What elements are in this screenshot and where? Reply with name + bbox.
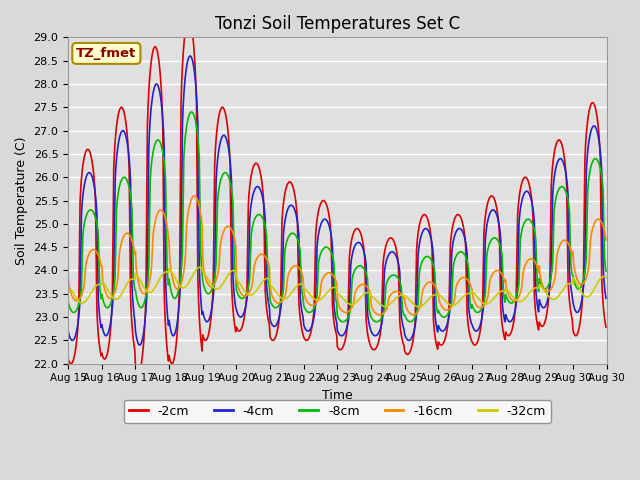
Y-axis label: Soil Temperature (C): Soil Temperature (C) xyxy=(15,136,28,265)
Legend: -2cm, -4cm, -8cm, -16cm, -32cm: -2cm, -4cm, -8cm, -16cm, -32cm xyxy=(124,400,551,423)
X-axis label: Time: Time xyxy=(322,389,353,402)
Title: Tonzi Soil Temperatures Set C: Tonzi Soil Temperatures Set C xyxy=(215,15,460,33)
Text: TZ_fmet: TZ_fmet xyxy=(76,47,136,60)
